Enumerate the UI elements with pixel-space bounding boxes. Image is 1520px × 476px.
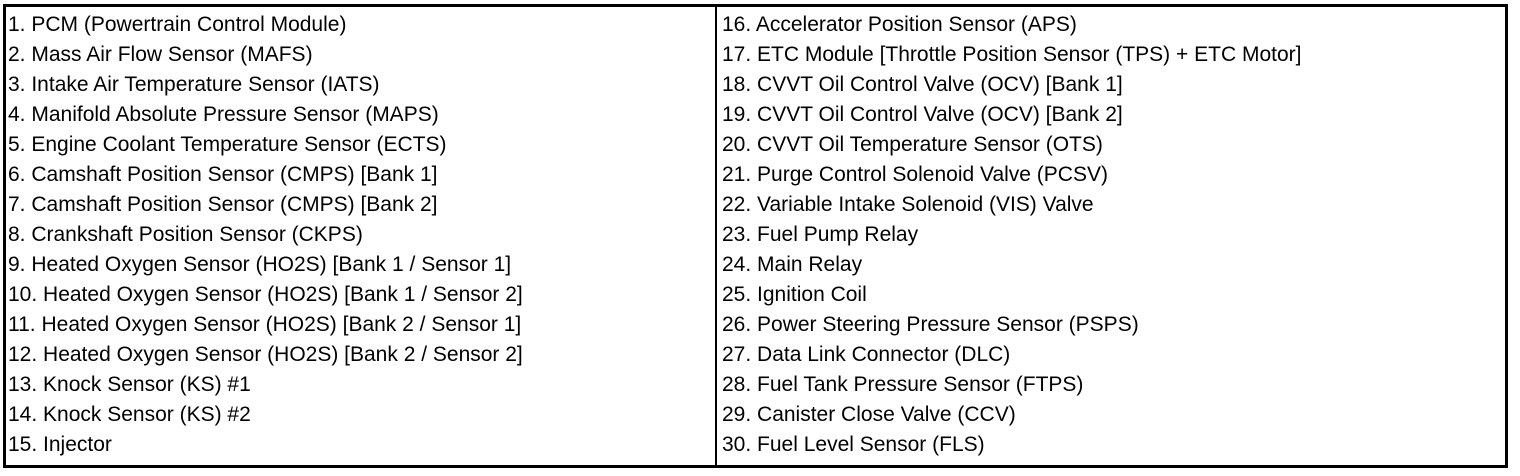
component-item: 24. Main Relay <box>722 253 863 276</box>
component-item: 4. Manifold Absolute Pressure Sensor (MA… <box>8 103 439 126</box>
component-item: 29. Canister Close Valve (CCV) <box>722 403 1016 426</box>
component-item: 23. Fuel Pump Relay <box>722 223 919 246</box>
component-item: 14. Knock Sensor (KS) #2 <box>8 403 251 426</box>
component-item: 30. Fuel Level Sensor (FLS) <box>722 433 985 456</box>
component-item: 15. Injector <box>8 433 112 456</box>
component-legend-table: 1. PCM (Powertrain Control Module) 2. Mas… <box>3 4 1508 468</box>
component-item: 19. CVVT Oil Control Valve (OCV) [Bank 2… <box>722 103 1123 126</box>
component-item: 16. Accelerator Position Sensor (APS) <box>722 13 1077 36</box>
component-item: 13. Knock Sensor (KS) #1 <box>8 373 251 396</box>
component-item: 3. Intake Air Temperature Sensor (IATS) <box>8 73 380 96</box>
component-item: 1. PCM (Powertrain Control Module) <box>8 13 347 36</box>
left-column: 1. PCM (Powertrain Control Module) 2. Mas… <box>6 7 717 465</box>
component-item: 25. Ignition Coil <box>722 283 867 306</box>
right-column: 16. Accelerator Position Sensor (APS) 17.… <box>717 7 1505 465</box>
component-item: 6. Camshaft Position Sensor (CMPS) [Bank… <box>8 163 438 186</box>
component-item: 28. Fuel Tank Pressure Sensor (FTPS) <box>722 373 1084 396</box>
component-item: 11. Heated Oxygen Sensor (HO2S) [Bank 2 … <box>8 313 522 336</box>
component-item: 2. Mass Air Flow Sensor (MAFS) <box>8 43 313 66</box>
component-item: 21. Purge Control Solenoid Valve (PCSV) <box>722 163 1108 186</box>
component-item: 9. Heated Oxygen Sensor (HO2S) [Bank 1 /… <box>8 253 512 276</box>
component-item: 7. Camshaft Position Sensor (CMPS) [Bank… <box>8 193 438 216</box>
component-item: 8. Crankshaft Position Sensor (CKPS) <box>8 223 363 246</box>
component-item: 26. Power Steering Pressure Sensor (PSPS… <box>722 313 1139 336</box>
component-item: 18. CVVT Oil Control Valve (OCV) [Bank 1… <box>722 73 1123 96</box>
component-item: 17. ETC Module [Throttle Position Sensor… <box>722 43 1302 66</box>
component-item: 20. CVVT Oil Temperature Sensor (OTS) <box>722 133 1103 156</box>
component-item: 5. Engine Coolant Temperature Sensor (EC… <box>8 133 447 156</box>
component-item: 12. Heated Oxygen Sensor (HO2S) [Bank 2 … <box>8 343 523 366</box>
component-item: 10. Heated Oxygen Sensor (HO2S) [Bank 1 … <box>8 283 523 306</box>
component-item: 22. Variable Intake Solenoid (VIS) Valve <box>722 193 1094 216</box>
component-item: 27. Data Link Connector (DLC) <box>722 343 1011 366</box>
